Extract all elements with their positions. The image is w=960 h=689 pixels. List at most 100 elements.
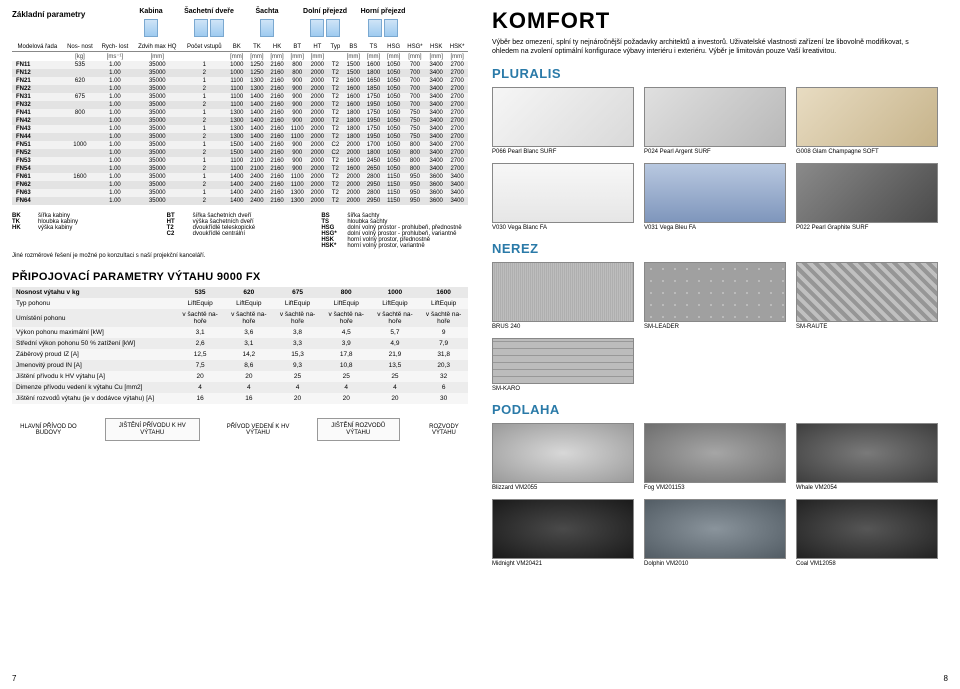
cell: 1400	[247, 117, 267, 125]
cell: 900	[287, 149, 307, 157]
cell: 2160	[267, 157, 287, 165]
cell: 700	[404, 69, 426, 77]
swatch-caption: P022 Pearl Graphite SURF	[796, 225, 938, 231]
params-cell: 4,5	[322, 327, 371, 338]
cell: 2	[182, 197, 227, 205]
params-cell: 17,8	[322, 349, 371, 360]
swatch: G008 Glam Champagne SOFT	[796, 87, 938, 155]
cell: 3400	[426, 77, 446, 85]
cell: 1	[182, 109, 227, 117]
cell: T2	[327, 189, 343, 197]
cell: 2000	[307, 93, 327, 101]
params-cell: Střední výkon pohonu 50 % zatížení [kW]	[12, 338, 176, 349]
header-col: Horní přejezd	[354, 8, 412, 37]
cell: 2000	[307, 61, 327, 69]
wiring-box: JIŠTĚNÍ PŘÍVODU K HV VÝTAHU	[105, 418, 200, 441]
cell: 35000	[133, 133, 182, 141]
cell	[63, 125, 97, 133]
cell: 35000	[133, 197, 182, 205]
cell: 1050	[384, 149, 404, 157]
cell: 2000	[343, 149, 363, 157]
params-cell: 25	[273, 371, 322, 382]
swatch-row: V030 Vega Blanc FAV031 Vega Bleu FAP022 …	[492, 163, 948, 231]
params-cell: Jmenovitý proud IN [A]	[12, 360, 176, 371]
swatch-image	[492, 262, 634, 322]
params-cell: v šachtě na- hoře	[273, 309, 322, 327]
cell: FN22	[12, 85, 63, 93]
cell: 1100	[227, 157, 247, 165]
cell: 900	[287, 141, 307, 149]
swatch-row: BRUS 240SM-LEADERSM-RAUTE	[492, 262, 948, 330]
cell: T2	[327, 85, 343, 93]
params-cell: 32	[419, 371, 468, 382]
params-cell: 21,9	[371, 349, 420, 360]
cell: 35000	[133, 157, 182, 165]
params-row: Jmenovitý proud IN [A]7,58,69,310,813,52…	[12, 360, 468, 371]
swatch: V030 Vega Blanc FA	[492, 163, 634, 231]
cell: T2	[327, 181, 343, 189]
cell: 1600	[343, 165, 363, 173]
table-row: FN321.003500021100140021609002000T216001…	[12, 101, 468, 109]
cell: 3600	[426, 181, 446, 189]
cell: 2000	[307, 101, 327, 109]
cell: 1300	[227, 109, 247, 117]
cell	[63, 117, 97, 125]
legend-note: Jiné rozměrové řešení je možné po konzul…	[12, 253, 468, 259]
params-cell: 20	[176, 371, 225, 382]
cell	[63, 101, 97, 109]
cell: 1	[182, 125, 227, 133]
cell: 1050	[384, 133, 404, 141]
swatch-row: SM-KARO	[492, 338, 948, 392]
swatch-caption: Fog VM201153	[644, 485, 786, 491]
cell: 1400	[247, 149, 267, 157]
cell: T2	[327, 93, 343, 101]
params-cell: 30	[419, 393, 468, 404]
cell: 900	[287, 101, 307, 109]
unit-cell: [kg]	[63, 52, 97, 62]
cell: FN44	[12, 133, 63, 141]
cell: 1000	[63, 141, 97, 149]
swatch-caption: Whale VM2054	[796, 485, 938, 491]
box-icon	[310, 19, 324, 37]
cell: 2000	[307, 189, 327, 197]
cell: 2700	[446, 157, 468, 165]
cell: 2700	[446, 141, 468, 149]
cell: 2160	[267, 85, 287, 93]
swatch-caption: SM-LEADER	[644, 324, 786, 330]
params-cell: v šachtě na- hoře	[176, 309, 225, 327]
swatch: P022 Pearl Graphite SURF	[796, 163, 938, 231]
cell: 1.00	[97, 101, 133, 109]
cell: 2000	[307, 197, 327, 205]
swatch-caption: Midnight VM20421	[492, 561, 634, 567]
cell: 1300	[287, 189, 307, 197]
cell: 1050	[384, 61, 404, 69]
cell	[63, 189, 97, 197]
table-body: FN115351.003500011000125021608002000T215…	[12, 61, 468, 205]
cell: 1.00	[97, 133, 133, 141]
swatch-image	[492, 163, 634, 223]
cell: 900	[287, 85, 307, 93]
params-row: Typ pohonuLiftEquipLiftEquipLiftEquipLif…	[12, 298, 468, 309]
params-cell: 9	[419, 327, 468, 338]
cell: 2	[182, 69, 227, 77]
params-cell: 3,8	[273, 327, 322, 338]
params-col-header: 1600	[419, 287, 468, 298]
swatch-image	[644, 423, 786, 483]
cell: 3400	[426, 141, 446, 149]
cell: 1300	[247, 77, 267, 85]
table-row: FN621.0035000214002400216011002000T22000…	[12, 181, 468, 189]
col-header: HT	[307, 43, 327, 52]
table-header-row: Modelová řadaNos- nostRych- lostZdvih ma…	[12, 43, 468, 52]
swatch-image	[796, 87, 938, 147]
box-icon	[326, 19, 340, 37]
cell	[63, 149, 97, 157]
cell: 1400	[227, 197, 247, 205]
cell: 2	[182, 133, 227, 141]
cell: 2000	[307, 149, 327, 157]
cell: 900	[287, 165, 307, 173]
cell: T2	[327, 197, 343, 205]
basic-params-label: Základní parametry	[12, 8, 122, 19]
cell: FN41	[12, 109, 63, 117]
header-col: Šachta	[238, 8, 296, 37]
col-header: Rych- lost	[97, 43, 133, 52]
